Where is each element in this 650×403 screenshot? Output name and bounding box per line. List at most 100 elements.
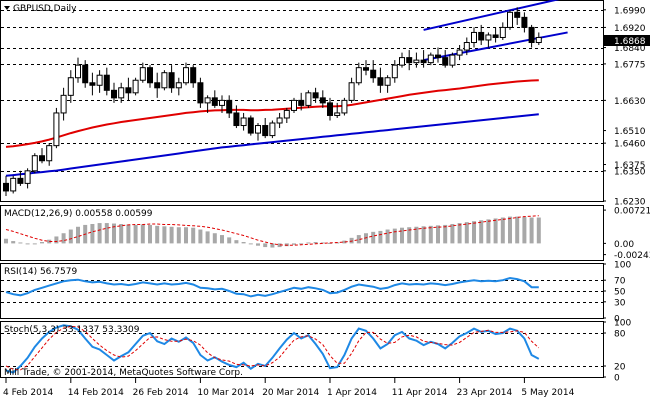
macd-histogram-bar <box>25 243 30 245</box>
price-axis-label: 1.6350 <box>614 167 646 177</box>
macd-histogram-bar <box>414 226 419 244</box>
candle-bear <box>262 125 269 137</box>
price-axis-label: 1.6840 <box>614 44 646 54</box>
candle-bull <box>276 117 283 124</box>
candle-bear <box>528 26 535 44</box>
macd-histogram-bar <box>133 224 138 244</box>
stoch-axis-label: 100 <box>614 319 631 329</box>
time-axis-label: 23 Apr 2014 <box>457 388 513 398</box>
candle-bear <box>233 112 240 127</box>
time-axis: 4 Feb 2014 14 Feb 2014 26 Feb 2014 10 Mar 2… <box>3 378 575 398</box>
channel-lower-line <box>423 31 568 62</box>
stoch-signal-line <box>5 325 540 371</box>
time-axis-label: 5 May 2014 <box>521 388 574 398</box>
macd-histogram-bar <box>500 217 505 244</box>
time-axis-label: 10 Mar 2014 <box>197 388 254 398</box>
candle-bear <box>3 182 9 192</box>
macd-histogram-bar <box>191 227 196 244</box>
ma-fast-line <box>5 79 539 148</box>
rsi-axis-label: 0 <box>614 315 620 325</box>
candle-bull <box>204 97 211 104</box>
price-axis-label: 1.6510 <box>614 127 646 137</box>
candle-bull <box>341 99 348 114</box>
stoch-title: Stoch(5,3,3) 33.1337 53.3309 <box>4 325 140 335</box>
candle-bear <box>82 64 89 84</box>
candle-bull <box>24 170 31 184</box>
candle-bear <box>298 99 305 106</box>
macd-histogram-bar <box>169 226 174 244</box>
candle-bull <box>139 67 146 81</box>
candle-bear <box>514 11 521 18</box>
candle-bull <box>427 54 434 64</box>
candle-bull <box>118 87 125 99</box>
rsi-title: RSI(14) 56.7579 <box>4 267 77 277</box>
candle-bear <box>39 155 45 162</box>
macd-histogram-bar <box>198 229 203 244</box>
macd-histogram-bar <box>256 243 260 246</box>
candle-bull <box>507 11 513 28</box>
macd-histogram-bar <box>457 223 462 244</box>
candle-bear <box>319 97 326 104</box>
macd-histogram-bar <box>4 238 8 244</box>
macd-histogram-bar <box>162 226 167 244</box>
candle-bear <box>370 69 377 79</box>
candle-bull <box>175 82 182 89</box>
candle-bull <box>355 67 362 84</box>
macd-signal-line <box>5 215 539 246</box>
macd-histogram-bar <box>205 231 210 244</box>
candle-bull <box>46 145 53 162</box>
macd-histogram-bar <box>54 236 59 244</box>
macd-histogram-bar <box>529 217 534 244</box>
candle-bear <box>190 67 197 84</box>
macd-axis-label: 0.00 <box>614 240 634 250</box>
price-axis-label: 1.6375 <box>614 161 646 171</box>
candle-bear <box>168 72 175 89</box>
rsi-axis-label: 70 <box>614 277 626 287</box>
macd-histogram-bar <box>313 242 318 244</box>
price-axis-label: 1.6920 <box>614 24 646 34</box>
macd-histogram-bar <box>328 242 332 244</box>
candle-bear <box>211 97 218 106</box>
candle-bear <box>17 177 24 184</box>
candle-bull <box>75 64 81 79</box>
channel-upper-line <box>423 0 560 31</box>
macd-histogram-bar <box>90 224 95 244</box>
macd-histogram-bar <box>486 219 491 244</box>
candle-bull <box>219 99 225 106</box>
candle-bull <box>67 77 74 96</box>
candle-bull <box>456 49 463 56</box>
current-price-marker <box>604 34 650 46</box>
macd-histogram-bar <box>220 235 224 244</box>
stoch-axis-label: 20 <box>614 363 626 373</box>
macd-histogram-bar <box>277 243 282 248</box>
macd-histogram-bar <box>184 227 188 244</box>
rsi-line <box>5 276 539 298</box>
candle-bear <box>492 34 499 38</box>
macd-histogram-bar <box>119 224 124 244</box>
macd-title: MACD(12,26,9) 0.00558 0.00599 <box>4 209 153 219</box>
candle-bull <box>384 77 391 86</box>
macd-histogram-bar <box>356 235 361 244</box>
rsi-axis-label: 30 <box>614 298 626 308</box>
candle-bull <box>334 112 341 116</box>
macd-histogram-bar <box>508 216 512 244</box>
dropdown-arrow-icon[interactable] <box>4 6 10 10</box>
candle-bull <box>305 92 312 106</box>
macd-histogram-bar <box>392 228 397 244</box>
time-axis-label: 11 Apr 2014 <box>392 388 448 398</box>
macd-histogram-bar <box>11 241 16 244</box>
candle-bull <box>283 109 290 119</box>
candle-bear <box>226 99 233 114</box>
macd-histogram-bar <box>104 223 109 244</box>
candle-bull <box>535 36 542 44</box>
macd-histogram-bar <box>472 221 476 244</box>
macd-histogram-bar <box>140 224 145 244</box>
candle-bear <box>327 102 333 116</box>
macd-histogram-bar <box>443 224 448 244</box>
candle-bull <box>240 117 247 127</box>
macd-histogram-bar <box>32 243 37 245</box>
macd-histogram-bar <box>227 237 232 244</box>
candle-bear <box>521 16 528 28</box>
